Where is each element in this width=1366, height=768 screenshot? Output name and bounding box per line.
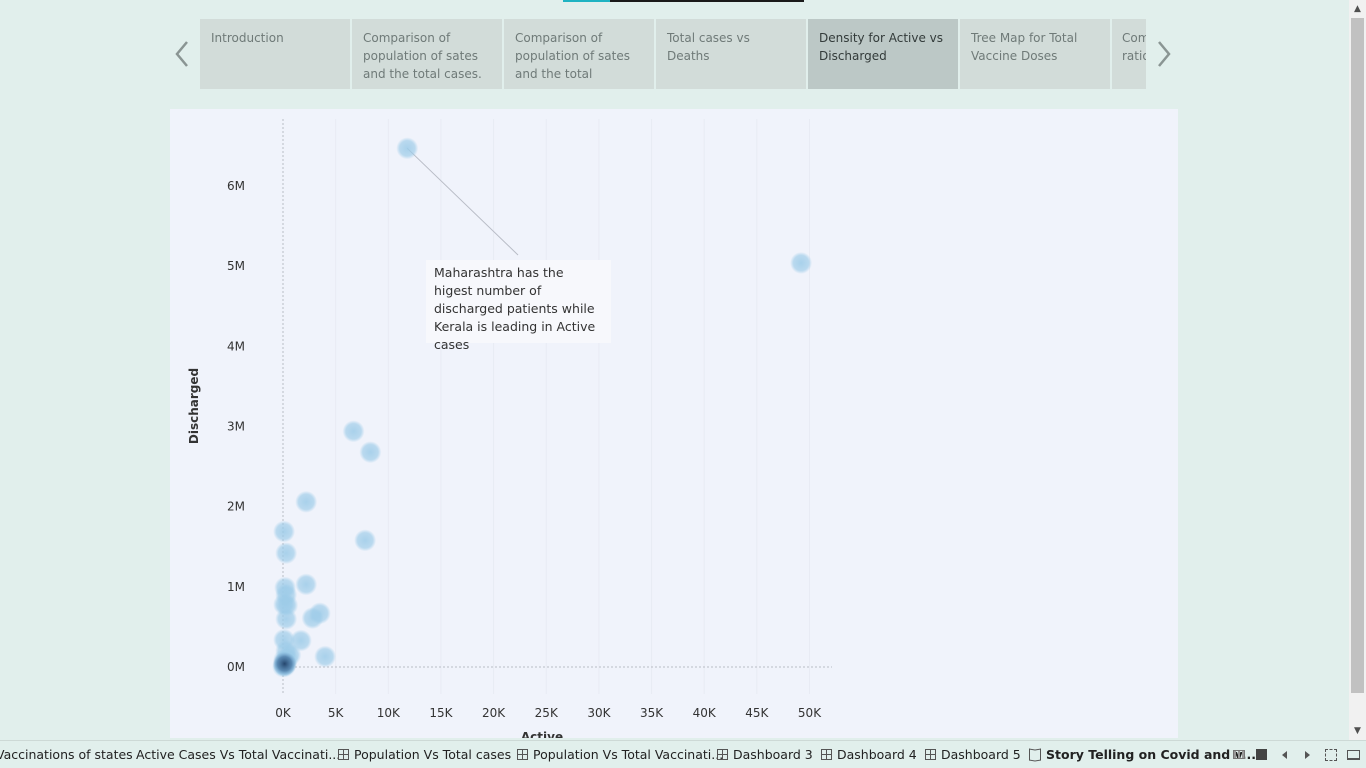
show-filmstrip-button[interactable] [1232, 748, 1245, 761]
story-next-button[interactable] [1152, 36, 1176, 72]
density-point[interactable] [354, 529, 377, 552]
sheet-tab-label: Story Telling on Covid and v... [1046, 747, 1256, 762]
chevron-left-icon [175, 41, 188, 67]
sheet-tab-label: Vaccinations of states [0, 747, 133, 762]
story-icon [1029, 749, 1041, 760]
density-point[interactable] [396, 137, 419, 160]
sheet-tab-label: Population Vs Total cases [354, 747, 512, 762]
scroll-up-icon[interactable]: ▲ [1354, 3, 1361, 14]
story-progress-indicator [563, 0, 804, 2]
chart-annotation[interactable]: Maharashtra has the higest number of dis… [426, 260, 611, 352]
vertical-scrollbar[interactable]: ▲ ▼ [1349, 0, 1366, 740]
dashboard-icon [717, 749, 728, 760]
sheet-tab-population-vs-cases[interactable]: Population Vs Total cases [338, 741, 511, 768]
density-point[interactable] [275, 542, 298, 565]
triangle-right-icon [1305, 750, 1310, 759]
next-sheet-button[interactable] [1301, 748, 1314, 761]
show-tabs-button[interactable] [1255, 748, 1268, 761]
y-tick-label: 1M [227, 580, 245, 594]
sheet-tab-label: Dashboard 4 [837, 747, 917, 762]
sheet-tab-vaccinations[interactable]: Vaccinations of states [0, 741, 133, 768]
expand-icon [1324, 748, 1337, 761]
sheet-tab-label: Population Vs Total Vaccinati... [533, 747, 724, 762]
sheet-tabs-bar: Vaccinations of states Active Cases Vs T… [0, 740, 1366, 768]
sheet-tab-dashboard-3[interactable]: Dashboard 3 [717, 741, 813, 768]
y-tick-label: 5M [227, 259, 245, 273]
sheet-controls [1232, 741, 1360, 768]
y-tick-label: 2M [227, 500, 245, 514]
story-point-comparison[interactable]: Com ratio [1112, 19, 1146, 89]
story-points-bar: Introduction Comparison of population of… [200, 19, 1146, 89]
sheet-tab-dashboard-5[interactable]: Dashboard 5 [925, 741, 1021, 768]
sheet-tab-label: Active Cases Vs Total Vaccinati... [136, 747, 341, 762]
sheet-tab-label: Dashboard 3 [733, 747, 813, 762]
density-point[interactable] [301, 607, 324, 630]
story-point-tree-map[interactable]: Tree Map for Total Vaccine Doses [960, 19, 1110, 89]
sheet-tab-population-vs-vaccinations[interactable]: Population Vs Total Vaccinati... [517, 741, 723, 768]
x-tick-label: 35K [640, 706, 664, 720]
prev-sheet-button[interactable] [1278, 748, 1291, 761]
chevron-right-icon [1158, 41, 1171, 67]
x-tick-label: 10K [377, 706, 401, 720]
full-screen-button[interactable] [1324, 748, 1337, 761]
square-icon [1256, 749, 1267, 760]
density-core [272, 651, 297, 676]
triangle-left-icon [1282, 750, 1287, 759]
x-tick-label: 45K [745, 706, 769, 720]
y-tick-label: 0M [227, 660, 245, 674]
dashboard-icon [517, 749, 528, 760]
scroll-thumb[interactable] [1351, 18, 1364, 693]
x-tick-label: 25K [535, 706, 559, 720]
y-tick-label: 4M [227, 339, 245, 353]
story-point-population-vs-total[interactable]: Comparison of population of sates and th… [504, 19, 654, 89]
x-tick-label: 15K [429, 706, 453, 720]
density-point[interactable] [275, 607, 298, 630]
density-point[interactable] [295, 573, 318, 596]
annotation-connector [406, 147, 519, 256]
dashboard-icon [338, 749, 349, 760]
sheet-tab-label: Dashboard 5 [941, 747, 1021, 762]
story-prev-button[interactable] [170, 36, 194, 72]
density-point[interactable] [790, 251, 813, 274]
scroll-down-icon[interactable]: ▼ [1354, 725, 1361, 736]
x-tick-label: 5K [328, 706, 345, 720]
story-point-population-vs-cases[interactable]: Comparison of population of sates and th… [352, 19, 502, 89]
density-chart: 0K 5K 10K 15K 20K 25K 30K 35K 40K 45K 50K 0M 1M 2M 3M 4… [187, 119, 832, 738]
sheet-tab-active-vs-vaccinations[interactable]: Active Cases Vs Total Vaccinati... [136, 741, 340, 768]
sheet-tab-story-telling[interactable]: Story Telling on Covid and v... [1029, 741, 1256, 768]
density-chart-panel: 0K 5K 10K 15K 20K 25K 30K 35K 40K 45K 50K 0M 1M 2M 3M 4… [170, 109, 1178, 738]
story-point-cases-vs-deaths[interactable]: Total cases vs Deaths [656, 19, 806, 89]
x-tick-label: 50K [798, 706, 822, 720]
density-point[interactable] [314, 645, 337, 668]
story-point-introduction[interactable]: Introduction [200, 19, 350, 89]
density-point[interactable] [273, 520, 296, 543]
sheet-tab-dashboard-4[interactable]: Dashboard 4 [821, 741, 917, 768]
y-tick-label: 6M [227, 179, 245, 193]
x-tick-label: 0K [275, 706, 292, 720]
story-point-density-active-discharged[interactable]: Density for Active vs Discharged [808, 19, 958, 89]
presentation-mode-button[interactable] [1347, 748, 1360, 761]
dashboard-icon [821, 749, 832, 760]
density-point[interactable] [342, 420, 365, 443]
x-tick-label: 30K [587, 706, 611, 720]
presentation-icon [1347, 749, 1360, 760]
dashboard-icon [925, 749, 936, 760]
density-point[interactable] [295, 490, 318, 513]
x-tick-label: 40K [693, 706, 717, 720]
y-axis-label: Discharged [187, 368, 201, 444]
x-axis-label: Active [521, 730, 563, 738]
filmstrip-icon [1232, 750, 1245, 759]
y-tick-label: 3M [227, 420, 245, 434]
density-point[interactable] [359, 441, 382, 464]
x-tick-label: 20K [482, 706, 506, 720]
